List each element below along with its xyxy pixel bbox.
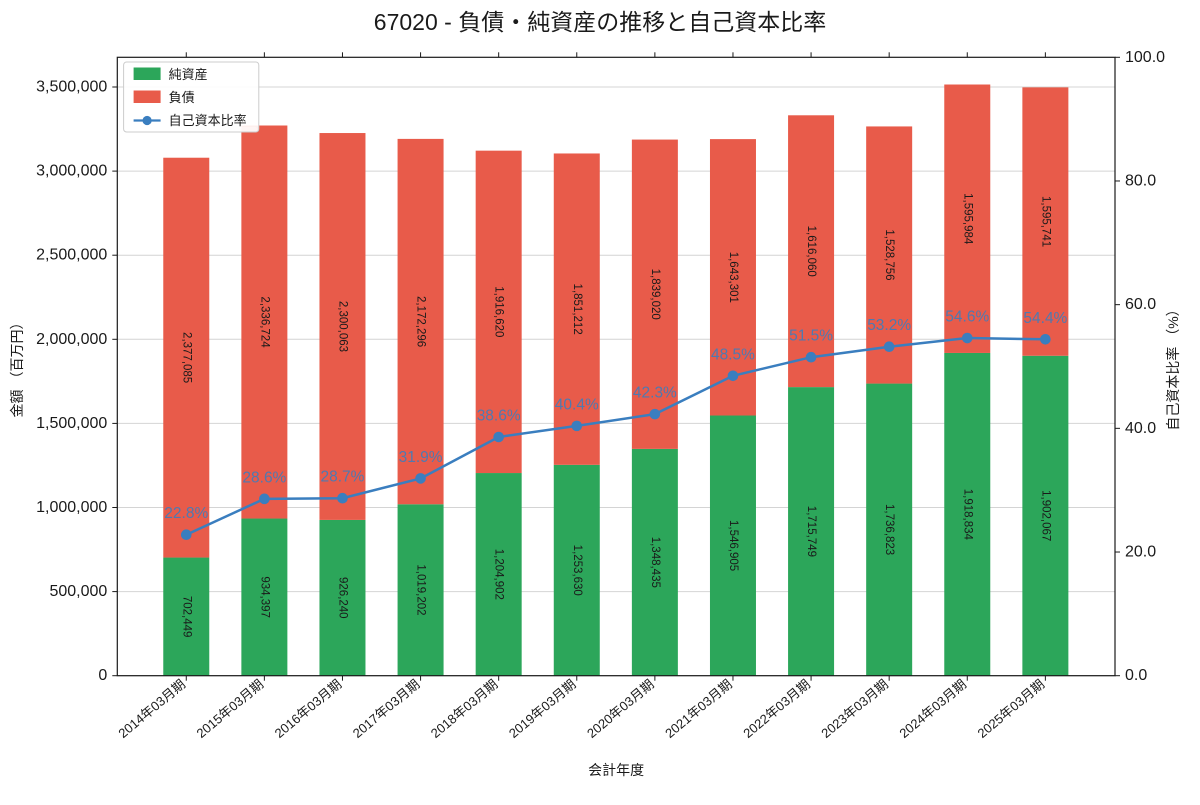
- svg-text:1,528,756: 1,528,756: [883, 229, 895, 280]
- svg-text:金額 （百万円）: 金額 （百万円）: [9, 316, 25, 418]
- svg-text:934,397: 934,397: [258, 576, 270, 618]
- svg-text:1,204,902: 1,204,902: [493, 549, 505, 600]
- svg-text:1,643,301: 1,643,301: [727, 252, 739, 303]
- svg-text:20.0: 20.0: [1125, 544, 1156, 561]
- svg-text:53.2%: 53.2%: [867, 317, 911, 334]
- svg-text:31.9%: 31.9%: [399, 449, 443, 466]
- svg-text:51.5%: 51.5%: [789, 328, 833, 345]
- svg-text:1,253,630: 1,253,630: [571, 545, 583, 596]
- svg-text:2,000,000: 2,000,000: [36, 331, 107, 348]
- svg-text:2016年03月期: 2016年03月期: [272, 677, 345, 741]
- svg-text:48.5%: 48.5%: [711, 346, 755, 363]
- svg-text:54.4%: 54.4%: [1023, 310, 1067, 327]
- svg-text:40.4%: 40.4%: [555, 396, 599, 413]
- svg-text:1,616,060: 1,616,060: [805, 226, 817, 277]
- svg-text:2018年03月期: 2018年03月期: [428, 677, 501, 741]
- svg-text:1,839,020: 1,839,020: [649, 269, 661, 320]
- svg-text:28.7%: 28.7%: [320, 469, 364, 486]
- svg-text:1,736,823: 1,736,823: [883, 504, 895, 555]
- svg-text:2,500,000: 2,500,000: [36, 247, 107, 264]
- svg-text:3,500,000: 3,500,000: [36, 79, 107, 96]
- svg-text:1,715,749: 1,715,749: [805, 506, 817, 557]
- svg-text:2,300,063: 2,300,063: [336, 301, 348, 352]
- svg-text:926,240: 926,240: [336, 577, 348, 619]
- svg-text:純資産: 純資産: [169, 67, 208, 82]
- svg-text:0: 0: [98, 667, 107, 684]
- svg-text:60.0: 60.0: [1125, 296, 1156, 313]
- svg-text:702,449: 702,449: [180, 596, 192, 638]
- svg-text:2023年03月期: 2023年03月期: [818, 677, 891, 741]
- svg-text:1,916,620: 1,916,620: [493, 286, 505, 337]
- svg-text:2,377,085: 2,377,085: [180, 332, 192, 383]
- svg-text:67020 - 負債・純資産の推移と自己資本比率: 67020 - 負債・純資産の推移と自己資本比率: [374, 9, 826, 35]
- svg-text:0.0: 0.0: [1125, 667, 1147, 684]
- svg-text:1,918,834: 1,918,834: [961, 489, 973, 541]
- svg-text:2,172,296: 2,172,296: [415, 296, 427, 347]
- svg-text:1,595,984: 1,595,984: [961, 193, 973, 245]
- svg-text:2020年03月期: 2020年03月期: [584, 677, 657, 741]
- svg-text:1,595,741: 1,595,741: [1039, 196, 1051, 247]
- svg-text:54.6%: 54.6%: [945, 309, 989, 326]
- svg-text:1,851,212: 1,851,212: [571, 284, 583, 335]
- svg-text:1,546,905: 1,546,905: [727, 520, 739, 571]
- svg-text:500,000: 500,000: [49, 583, 107, 600]
- svg-text:会計年度: 会計年度: [588, 762, 644, 778]
- svg-text:1,000,000: 1,000,000: [36, 499, 107, 516]
- svg-text:2015年03月期: 2015年03月期: [194, 677, 267, 741]
- svg-text:1,348,435: 1,348,435: [649, 537, 661, 588]
- svg-text:3,000,000: 3,000,000: [36, 163, 107, 180]
- svg-text:負債: 負債: [169, 90, 195, 105]
- svg-text:1,019,202: 1,019,202: [415, 564, 427, 615]
- svg-text:22.8%: 22.8%: [164, 505, 208, 522]
- svg-text:2025年03月期: 2025年03月期: [975, 677, 1048, 741]
- svg-text:42.3%: 42.3%: [633, 385, 677, 402]
- svg-text:2024年03月期: 2024年03月期: [896, 677, 969, 741]
- svg-text:2017年03月期: 2017年03月期: [350, 677, 423, 741]
- svg-text:自己資本比率 （%）: 自己資本比率 （%）: [1165, 302, 1181, 430]
- svg-text:1,902,067: 1,902,067: [1039, 490, 1051, 541]
- svg-text:2014年03月期: 2014年03月期: [115, 677, 188, 741]
- svg-text:100.0: 100.0: [1125, 49, 1165, 66]
- svg-text:28.6%: 28.6%: [242, 469, 286, 486]
- svg-text:2022年03月期: 2022年03月期: [740, 677, 813, 741]
- svg-text:80.0: 80.0: [1125, 172, 1156, 189]
- svg-text:1,500,000: 1,500,000: [36, 415, 107, 432]
- svg-text:自己資本比率: 自己資本比率: [169, 113, 247, 128]
- svg-text:2021年03月期: 2021年03月期: [662, 677, 735, 741]
- svg-text:40.0: 40.0: [1125, 420, 1156, 437]
- svg-text:38.6%: 38.6%: [477, 408, 521, 425]
- svg-text:2,336,724: 2,336,724: [258, 296, 270, 348]
- svg-text:2019年03月期: 2019年03月期: [506, 677, 579, 741]
